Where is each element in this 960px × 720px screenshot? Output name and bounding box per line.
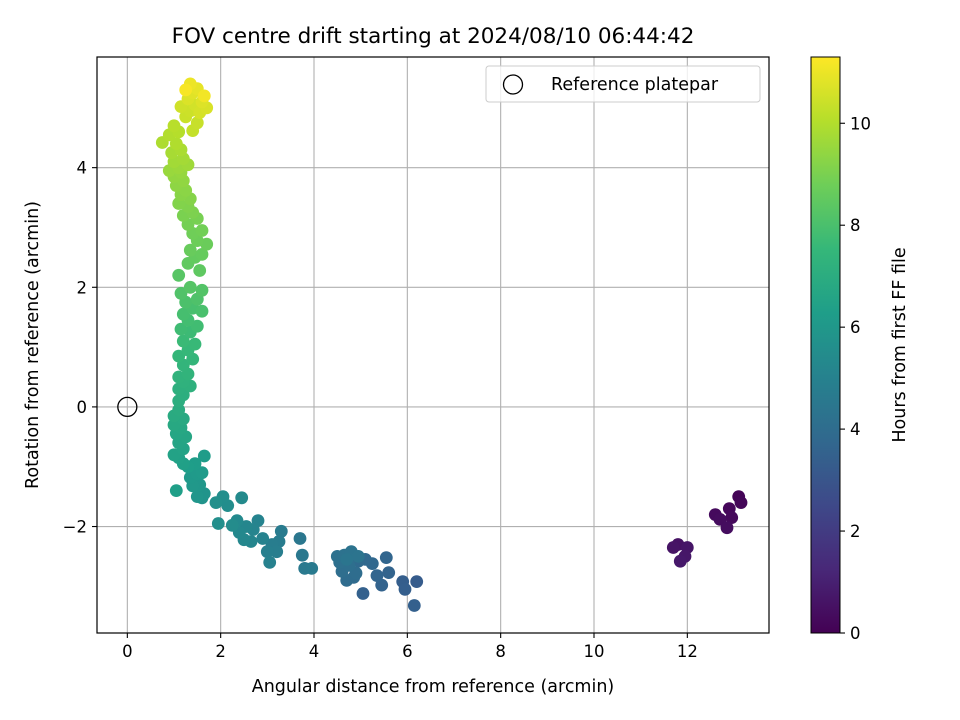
grid-lines (97, 57, 769, 633)
scatter-point (179, 83, 193, 97)
colorbar-tick-label: 2 (850, 522, 861, 541)
scatter-point (211, 517, 225, 530)
colorbar-tick-label: 6 (850, 318, 861, 337)
legend: Reference platepar (485, 65, 761, 103)
scatter-point (398, 582, 412, 596)
scatter-point (197, 89, 211, 103)
colorbar-tick-label: 4 (850, 420, 861, 439)
scatter-point (195, 304, 209, 318)
scatter-point (174, 286, 188, 300)
scatter-point (167, 448, 181, 462)
scatter-point (720, 521, 734, 535)
reference-marker-layer (117, 396, 138, 418)
scatter-point (179, 184, 193, 197)
colorbar-tick-label: 10 (850, 114, 871, 133)
scatter-point (172, 403, 186, 417)
scatter-point (167, 119, 181, 133)
scatter-point (382, 566, 396, 579)
scatter-point (195, 248, 209, 261)
x-tick-label: 0 (122, 642, 133, 661)
legend-box (485, 65, 761, 103)
scatter-point (193, 264, 207, 277)
scatter-point (183, 243, 197, 257)
scatter-point (167, 418, 181, 432)
legend-reference-marker (502, 74, 524, 95)
scatter-point (235, 491, 249, 505)
scatter-point (225, 518, 239, 532)
scatter-point (169, 137, 183, 151)
x-tick-label: 6 (402, 642, 413, 661)
y-axis-label: Rotation from reference (arcmin) (23, 201, 43, 489)
x-tick-label: 8 (495, 642, 506, 661)
scatter-point (340, 553, 354, 566)
scatter-point (176, 334, 190, 348)
colorbar: 0 2 4 6 8 10 Hours from first FF file (810, 56, 910, 643)
scatter-points (155, 77, 748, 612)
scatter-point (293, 532, 307, 545)
scatter-point (734, 496, 748, 509)
scatter-point (673, 554, 687, 568)
scatter-point (172, 268, 186, 282)
scatter-point (183, 280, 197, 294)
scatter-point (370, 569, 384, 582)
scatter-point (379, 551, 393, 564)
scatter-point (260, 545, 274, 559)
scatter-point (270, 545, 284, 559)
colorbar-fill (811, 57, 840, 633)
scatter-point (174, 322, 188, 336)
scatter-point (188, 337, 202, 351)
scatter-point (263, 556, 277, 569)
scatter-point (407, 599, 421, 612)
scatter-point (274, 524, 288, 538)
scatter-point (256, 532, 270, 545)
scatter-point (195, 224, 209, 237)
plot-frame (96, 56, 770, 634)
x-axis-label: Angular distance from reference (arcmin) (252, 677, 615, 697)
x-axis-ticks: 0 2 4 6 8 10 12 (122, 633, 698, 661)
scatter-point (195, 466, 209, 480)
colorbar-label: Hours from first FF file (890, 247, 910, 442)
colorbar-ticks: 0 2 4 6 8 10 (840, 114, 871, 643)
x-tick-label: 12 (677, 642, 698, 661)
scatter-point (190, 116, 204, 130)
scatter-point (725, 511, 739, 524)
x-tick-label: 2 (215, 642, 226, 661)
y-tick-label: 2 (77, 278, 88, 297)
chart-title: FOV centre drift starting at 2024/08/10 … (172, 24, 695, 49)
colorbar-tick-label: 0 (850, 624, 861, 643)
y-tick-label: 4 (77, 159, 88, 178)
scatter-point (172, 349, 186, 363)
scatter-point (209, 496, 223, 509)
scatter-point (305, 562, 319, 575)
scatter-point (295, 548, 309, 562)
y-tick-label: 0 (77, 398, 88, 417)
legend-label: Reference platepar (551, 75, 719, 95)
scatter-point (176, 307, 190, 321)
scatter-point (351, 550, 365, 563)
colorbar-tick-label: 8 (850, 216, 861, 235)
scatter-point (197, 449, 211, 463)
scatter-point (666, 541, 680, 554)
y-tick-label: −2 (63, 518, 87, 537)
scatter-point (190, 319, 204, 333)
colorbar-frame (810, 56, 841, 634)
y-axis-ticks: −2 0 2 4 (63, 159, 97, 537)
scatter-point (410, 575, 424, 588)
x-tick-label: 10 (584, 642, 605, 661)
x-tick-label: 4 (309, 642, 320, 661)
scatter-point (190, 490, 204, 503)
scatter-point (195, 283, 209, 297)
scatter-point (169, 484, 183, 497)
scatter-point (356, 587, 370, 600)
reference-platepar-marker (117, 396, 138, 418)
scatter-point (375, 578, 389, 592)
